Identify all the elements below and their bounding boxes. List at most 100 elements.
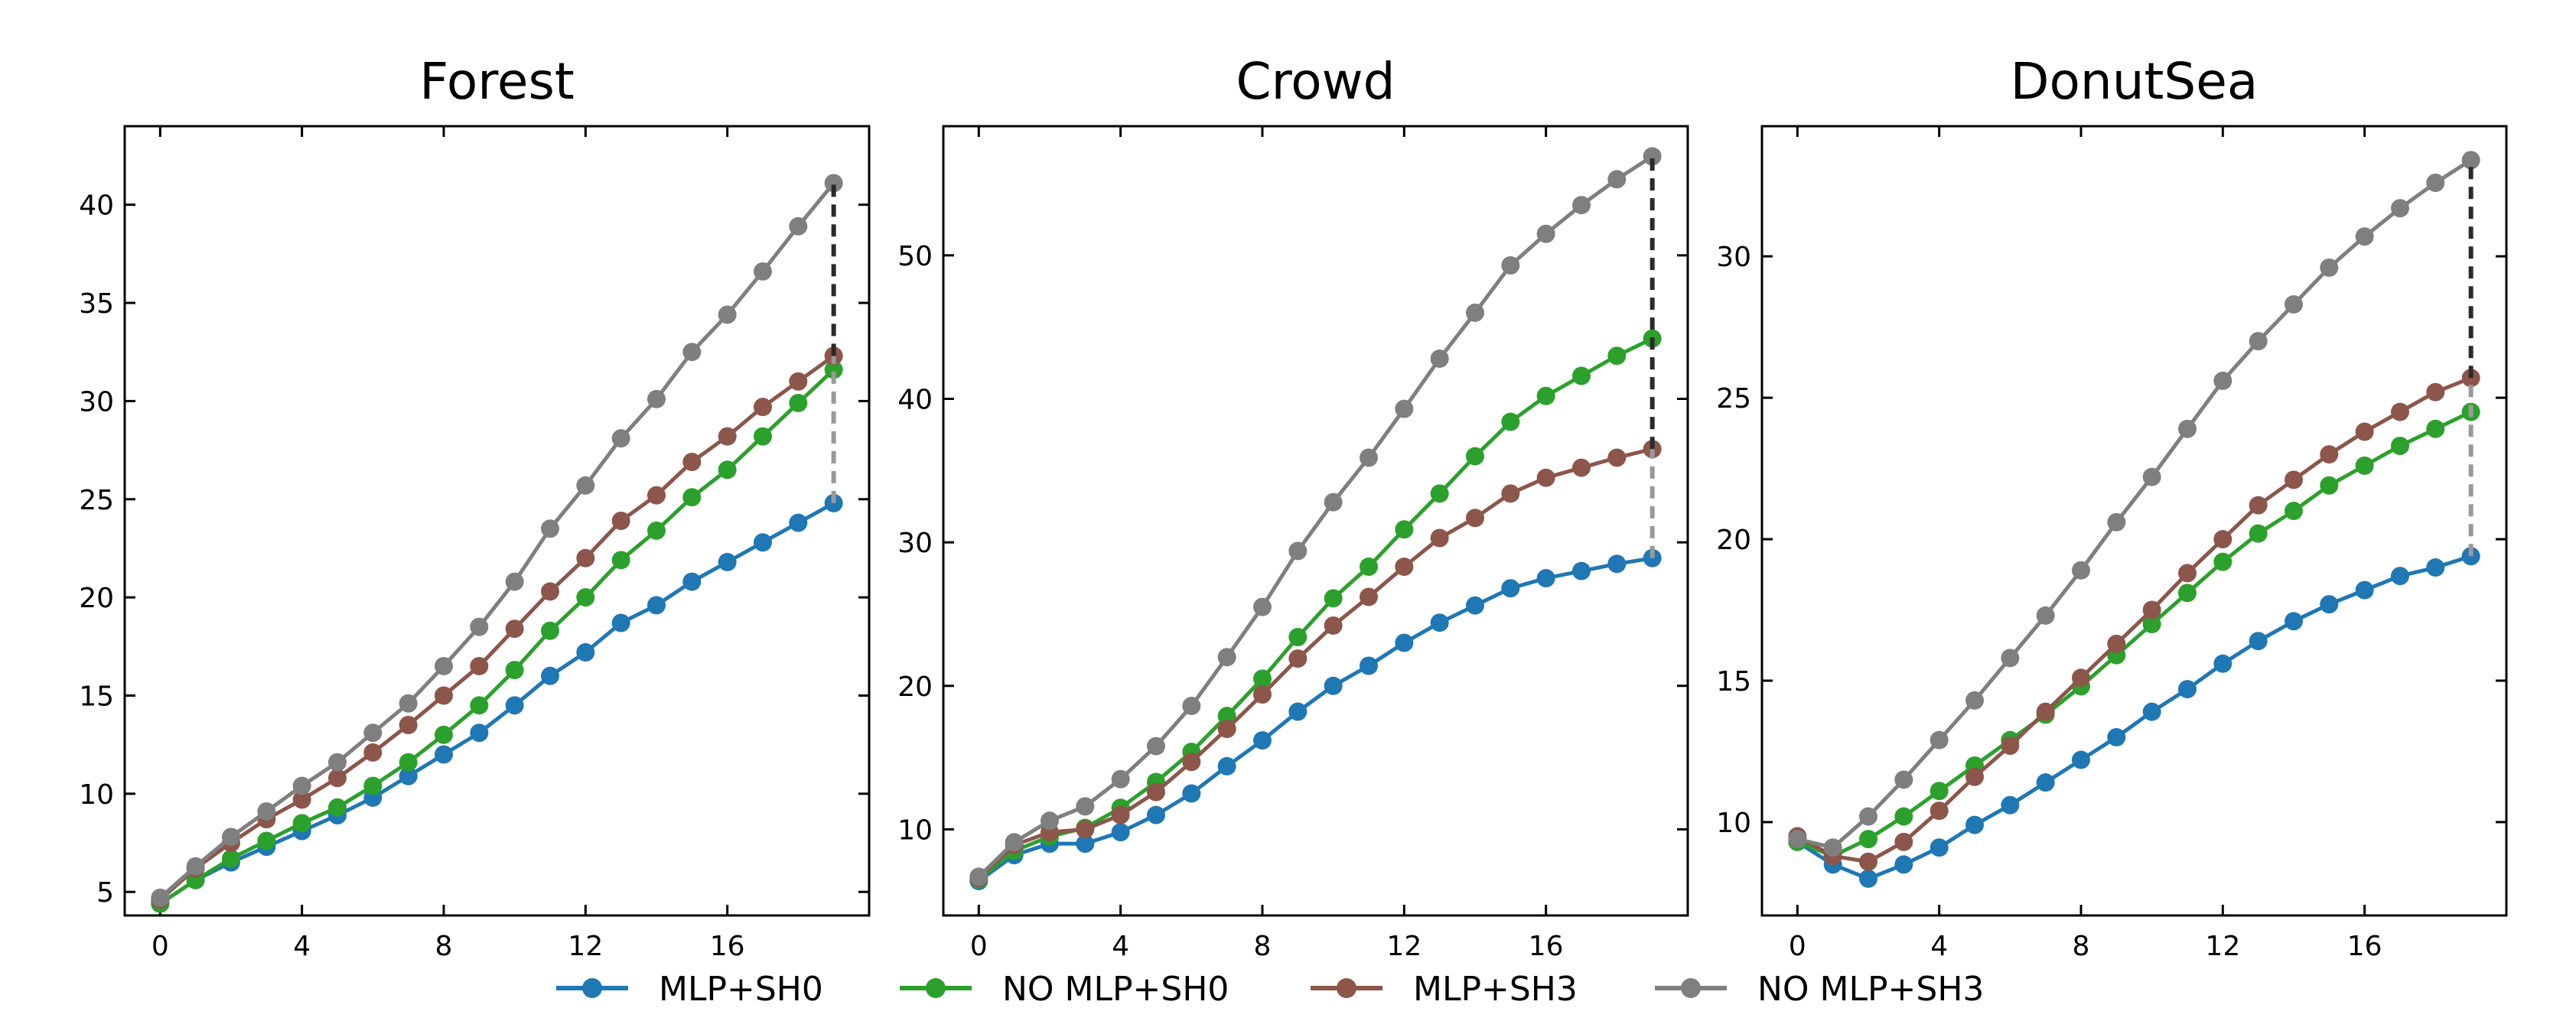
y-tick-label: 40 bbox=[79, 190, 114, 222]
data-point-mlp-sh0 bbox=[1466, 596, 1484, 615]
data-point-mlp-sh0 bbox=[682, 572, 702, 591]
data-point-no-mlp-sh3 bbox=[647, 389, 666, 408]
data-point-no-mlp-sh3 bbox=[328, 753, 347, 772]
data-point-mlp-sh3 bbox=[1965, 767, 1984, 786]
data-point-mlp-sh3 bbox=[576, 548, 595, 567]
data-point-mlp-sh0 bbox=[1360, 656, 1378, 675]
data-point-mlp-sh3 bbox=[363, 743, 383, 762]
x-tick-label: 12 bbox=[568, 931, 603, 962]
data-point-mlp-sh3 bbox=[2142, 600, 2161, 619]
data-point-no-mlp-sh0 bbox=[541, 621, 559, 640]
data-point-no-mlp-sh0 bbox=[2213, 552, 2232, 571]
data-point-no-mlp-sh3 bbox=[2072, 561, 2090, 580]
data-point-mlp-sh3 bbox=[2320, 445, 2339, 464]
data-point-no-mlp-sh0 bbox=[754, 427, 772, 446]
data-point-mlp-sh3 bbox=[2213, 530, 2232, 549]
data-point-mlp-sh0 bbox=[1430, 613, 1449, 632]
x-tick-label: 16 bbox=[1529, 931, 1564, 962]
legend-item-mlp-sh3: MLP+SH3 bbox=[1311, 970, 1578, 1009]
legend-label: MLP+SH0 bbox=[659, 970, 823, 1009]
data-point-mlp-sh0 bbox=[505, 696, 524, 715]
data-point-no-mlp-sh3 bbox=[1823, 838, 1842, 857]
data-point-mlp-sh0 bbox=[1501, 579, 1520, 598]
x-tick-label: 0 bbox=[970, 931, 988, 962]
data-point-mlp-sh3 bbox=[1395, 558, 1414, 577]
data-point-no-mlp-sh0 bbox=[505, 661, 524, 680]
data-point-no-mlp-sh3 bbox=[718, 305, 737, 324]
data-point-mlp-sh3 bbox=[2178, 564, 2197, 583]
data-point-no-mlp-sh3 bbox=[1572, 196, 1591, 215]
legend: MLP+SH0 NO MLP+SH0 MLP+SH3 NO MLP+SH3 bbox=[556, 970, 1984, 1009]
data-point-no-mlp-sh0 bbox=[1501, 412, 1520, 431]
y-tick-label: 20 bbox=[897, 671, 933, 703]
data-point-no-mlp-sh3 bbox=[541, 519, 559, 538]
data-point-no-mlp-sh0 bbox=[399, 753, 418, 772]
data-point-no-mlp-sh3 bbox=[1501, 256, 1520, 275]
data-point-mlp-sh3 bbox=[328, 769, 347, 788]
data-point-no-mlp-sh0 bbox=[682, 488, 702, 507]
data-point-mlp-sh0 bbox=[1859, 869, 1877, 888]
data-point-no-mlp-sh0 bbox=[1395, 520, 1414, 539]
y-tick-label: 30 bbox=[1716, 242, 1751, 273]
y-tick-label: 20 bbox=[79, 583, 114, 614]
data-point-no-mlp-sh0 bbox=[1572, 366, 1591, 385]
data-point-no-mlp-sh0 bbox=[328, 798, 347, 817]
data-point-no-mlp-sh3 bbox=[1965, 691, 1984, 710]
x-tick-label: 8 bbox=[1254, 931, 1272, 962]
data-point-no-mlp-sh0 bbox=[1859, 830, 1877, 849]
data-point-no-mlp-sh0 bbox=[2178, 584, 2197, 603]
data-point-no-mlp-sh0 bbox=[718, 460, 737, 480]
data-point-no-mlp-sh3 bbox=[1395, 399, 1414, 418]
data-point-no-mlp-sh0 bbox=[2426, 419, 2445, 438]
data-point-no-mlp-sh3 bbox=[1930, 730, 1949, 749]
data-point-no-mlp-sh3 bbox=[1182, 697, 1201, 716]
data-point-mlp-sh0 bbox=[2355, 580, 2374, 600]
data-point-mlp-sh0 bbox=[1894, 855, 1913, 874]
x-tick-label: 4 bbox=[293, 931, 311, 962]
y-tick-label: 15 bbox=[1716, 666, 1751, 697]
data-point-mlp-sh3 bbox=[399, 715, 418, 734]
data-point-no-mlp-sh3 bbox=[611, 429, 630, 448]
y-tick-label: 15 bbox=[79, 681, 114, 712]
x-tick-label: 8 bbox=[2073, 931, 2090, 962]
data-point-no-mlp-sh3 bbox=[824, 174, 843, 193]
panel-title-donutsea: DonutSea bbox=[2011, 52, 2258, 111]
data-point-mlp-sh3 bbox=[2107, 634, 2126, 653]
series-line-mlp-sh0 bbox=[1796, 554, 2472, 881]
data-point-mlp-sh3 bbox=[2249, 496, 2268, 515]
data-point-no-mlp-sh0 bbox=[1466, 447, 1484, 466]
data-point-no-mlp-sh3 bbox=[2001, 649, 2020, 668]
data-point-mlp-sh3 bbox=[505, 619, 524, 639]
data-point-no-mlp-sh0 bbox=[2285, 502, 2303, 521]
data-point-mlp-sh0 bbox=[1572, 561, 1591, 580]
data-point-no-mlp-sh3 bbox=[363, 723, 383, 743]
data-point-no-mlp-sh0 bbox=[1360, 558, 1378, 577]
axes-frame-donutsea bbox=[1760, 125, 2508, 917]
legend-swatch-marker bbox=[1681, 978, 1701, 998]
data-point-mlp-sh3 bbox=[754, 398, 772, 417]
data-point-no-mlp-sh0 bbox=[1288, 627, 1308, 646]
data-point-mlp-sh3 bbox=[1182, 753, 1201, 772]
legend-label: MLP+SH3 bbox=[1413, 970, 1578, 1009]
data-point-no-mlp-sh3 bbox=[470, 617, 489, 636]
data-point-no-mlp-sh3 bbox=[2461, 151, 2480, 170]
y-tick-label: 10 bbox=[897, 815, 933, 846]
data-point-no-mlp-sh0 bbox=[1217, 707, 1236, 726]
data-point-mlp-sh0 bbox=[1253, 731, 1272, 750]
data-point-no-mlp-sh0 bbox=[1930, 782, 1949, 801]
data-point-no-mlp-sh0 bbox=[824, 360, 843, 379]
data-point-mlp-sh3 bbox=[718, 427, 737, 446]
data-point-mlp-sh3 bbox=[2355, 422, 2374, 441]
series-line-no-mlp-sh3 bbox=[977, 154, 1654, 879]
data-point-mlp-sh3 bbox=[1501, 484, 1520, 503]
data-point-mlp-sh0 bbox=[647, 596, 666, 615]
data-point-mlp-sh3 bbox=[1894, 832, 1913, 851]
data-point-mlp-sh0 bbox=[1965, 815, 1984, 834]
data-point-mlp-sh0 bbox=[718, 552, 737, 571]
data-point-mlp-sh3 bbox=[1076, 820, 1095, 839]
data-point-mlp-sh0 bbox=[2107, 727, 2126, 746]
legend-swatch-marker bbox=[582, 978, 602, 998]
y-tick-label: 50 bbox=[897, 241, 933, 272]
data-point-no-mlp-sh0 bbox=[1430, 484, 1449, 503]
